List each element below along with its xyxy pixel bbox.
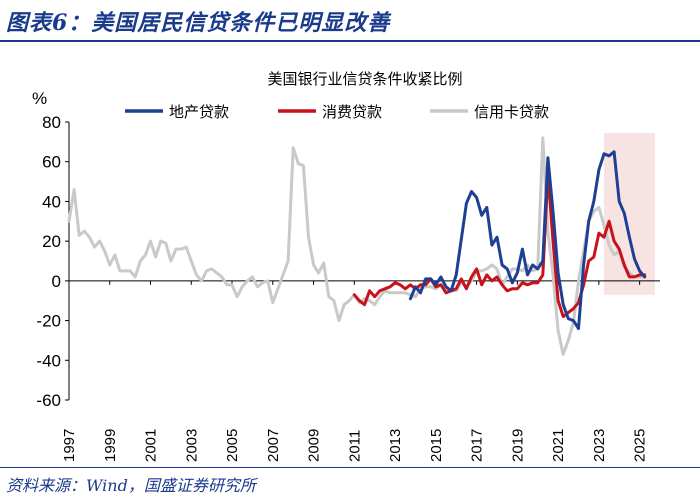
series-line-2 [67, 136, 647, 356]
x-tick-label: 2019 [509, 429, 526, 462]
source-note: 资料来源：Wind，国盛证券研究所 [6, 476, 256, 495]
header-rule [0, 40, 700, 42]
legend-label: 消费贷款 [322, 103, 382, 121]
chart-title: 美国银行业信贷条件收紧比例 [267, 70, 462, 88]
x-tick-label: 1997 [61, 429, 78, 462]
highlight-band [603, 133, 655, 295]
y-tick-label: -40 [36, 351, 61, 370]
series-line-1 [352, 172, 647, 319]
y-tick-label: 60 [42, 153, 61, 172]
y-tick-label: 0 [52, 272, 61, 291]
y-axis-unit: % [32, 89, 47, 108]
footer-rule [0, 467, 700, 468]
x-tick-label: 2023 [591, 429, 608, 462]
x-tick-label: 2021 [550, 429, 567, 462]
legend-label: 地产贷款 [169, 103, 229, 121]
x-tick-label: 2001 [143, 429, 160, 462]
y-tick-label: 40 [42, 192, 61, 211]
series-line-0 [408, 150, 647, 330]
x-tick-label: 2015 [428, 429, 445, 462]
header: 图表6：美国居民信贷条件已明显改善 [0, 0, 700, 44]
x-tick-label: 2025 [632, 429, 649, 462]
x-tick-label: 2013 [387, 429, 404, 462]
x-tick-label: 1999 [102, 429, 119, 462]
x-tick-label: 2011 [346, 430, 363, 462]
figure-title: 图表6：美国居民信贷条件已明显改善 [6, 10, 391, 36]
y-tick-label: -60 [36, 391, 61, 410]
x-tick-label: 2009 [306, 429, 323, 462]
x-tick-label: 2007 [265, 429, 282, 462]
y-tick-label: 80 [42, 113, 61, 132]
y-tick-label: 20 [42, 232, 61, 251]
y-tick-label: -20 [36, 312, 61, 331]
x-tick-label: 2017 [469, 429, 486, 462]
x-tick-label: 2005 [224, 429, 241, 462]
x-tick-label: 2003 [183, 429, 200, 462]
legend-label: 信用卡贷款 [474, 103, 549, 121]
